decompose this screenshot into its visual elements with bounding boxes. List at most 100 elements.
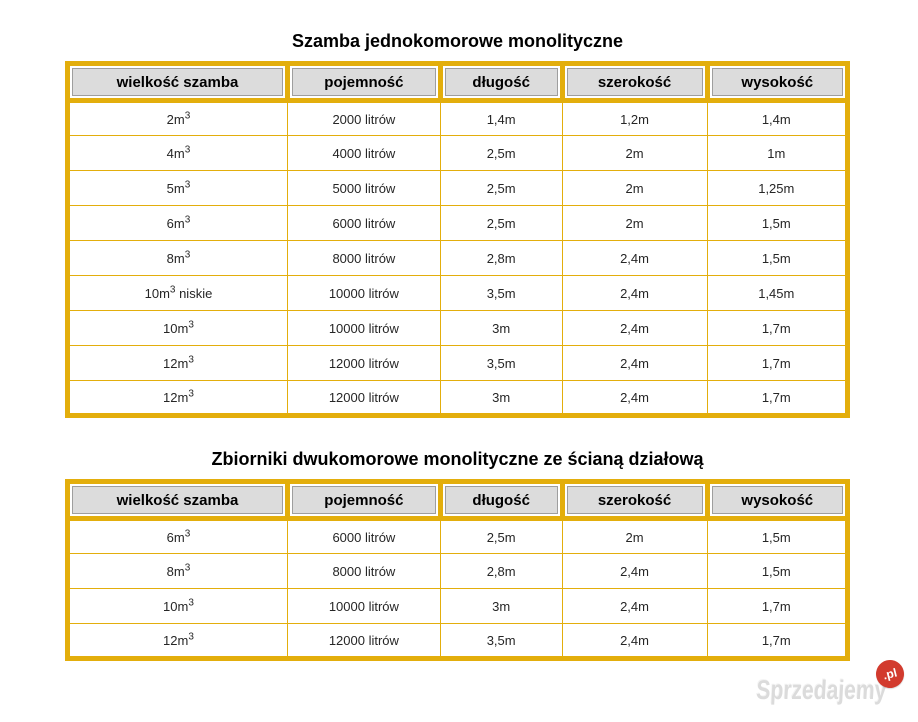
cell-height: 1,45m: [706, 275, 849, 311]
cell-capacity: 10000 litrów: [286, 588, 441, 624]
cell-size: 12m3: [67, 623, 288, 659]
size-superscript: 3: [188, 354, 194, 366]
column-header-label: wysokość: [711, 68, 843, 96]
table-row: 5m3 5000 litrów 2,5m 2m 1,25m: [67, 170, 849, 206]
cell-length: 2,5m: [439, 205, 563, 241]
cell-length: 3m: [439, 380, 563, 416]
cell-height: 1,7m: [706, 310, 849, 346]
column-header: szerokość: [559, 61, 710, 103]
column-header: pojemność: [284, 479, 443, 521]
cell-capacity: 8000 litrów: [286, 240, 441, 276]
cell-height: 1,5m: [706, 205, 849, 241]
cell-height: 1,5m: [706, 553, 849, 589]
cell-length: 2,5m: [439, 170, 563, 206]
cell-capacity: 8000 litrów: [286, 553, 441, 589]
cell-height: 1,4m: [706, 100, 849, 136]
cell-width: 2m: [561, 135, 708, 171]
cell-width: 2,4m: [561, 380, 708, 416]
size-superscript: 3: [184, 110, 191, 122]
cell-size: 10m3: [67, 310, 288, 346]
column-header: wielkość szamba: [65, 479, 290, 521]
cell-capacity: 10000 litrów: [286, 310, 441, 346]
cell-capacity: 5000 litrów: [286, 170, 441, 206]
cell-width: 1,2m: [561, 100, 708, 136]
table-row: 10m3 10000 litrów 3m 2,4m 1,7m: [67, 310, 849, 346]
table-title-jednokomorowe: Szamba jednokomorowe monolityczne: [291, 31, 624, 51]
size-superscript: 3: [188, 631, 194, 643]
cell-width: 2,4m: [561, 310, 708, 346]
column-header: długość: [437, 479, 565, 521]
cell-size: 10m3: [67, 588, 288, 624]
cell-size: 12m3: [67, 345, 288, 381]
cell-length: 2,8m: [439, 553, 563, 589]
table-row: 12m3 12000 litrów 3,5m 2,4m 1,7m: [67, 623, 849, 659]
table-row: 6m3 6000 litrów 2,5m 2m 1,5m: [67, 205, 849, 241]
cell-width: 2,4m: [561, 240, 708, 276]
cell-size: 6m3: [67, 205, 288, 241]
spec-table-dwukomorowe: wielkość szamba pojemność długość szerokość…: [65, 479, 851, 661]
cell-height: 1,7m: [706, 623, 849, 659]
table-row: 10m3 10000 litrów 3m 2,4m 1,7m: [67, 588, 849, 624]
column-header-label: długość: [444, 68, 558, 96]
column-header: pojemność: [284, 61, 443, 103]
cell-size: 4m3: [67, 135, 288, 171]
size-superscript: 3: [184, 562, 191, 574]
table-body: 2m3 2000 litrów 1,4m 1,2m 1,4m 4m3 4000 litrów…: [67, 100, 849, 416]
table-row: 8m3 8000 litrów 2,8m 2,4m 1,5m: [67, 553, 849, 589]
column-header-label: wielkość szamba: [72, 68, 283, 96]
table-body: 6m3 6000 litrów 2,5m 2m 1,5m 8m3 8000 litrów 2,…: [67, 518, 849, 659]
cell-length: 1,4m: [439, 100, 563, 136]
size-superscript: 3: [184, 249, 191, 261]
cell-length: 3,5m: [439, 623, 563, 659]
cell-length: 3m: [439, 588, 563, 624]
cell-width: 2,4m: [561, 623, 708, 659]
cell-size: 5m3: [67, 170, 288, 206]
table-row: 8m3 8000 litrów 2,8m 2,4m 1,5m: [67, 240, 849, 276]
column-header-label: pojemność: [291, 68, 436, 96]
size-superscript: 3: [184, 144, 191, 156]
watermark-pl-label: .pl: [881, 665, 899, 683]
cell-length: 2,5m: [439, 518, 563, 554]
cell-capacity: 2000 litrów: [286, 100, 441, 136]
table-row: 12m3 12000 litrów 3,5m 2,4m 1,7m: [67, 345, 849, 381]
column-header-label: szerokość: [566, 68, 703, 96]
cell-length: 3,5m: [439, 275, 563, 311]
column-header-label: wielkość szamba: [72, 486, 283, 514]
size-superscript: 3: [188, 319, 194, 331]
cell-height: 1m: [706, 135, 849, 171]
size-superscript: 3: [184, 528, 191, 540]
cell-capacity: 12000 litrów: [286, 623, 441, 659]
table-header: wielkość szamba pojemność długość szerokość…: [65, 61, 851, 103]
cell-width: 2m: [561, 518, 708, 554]
cell-width: 2,4m: [561, 275, 708, 311]
size-superscript: 3: [184, 179, 191, 191]
table-row: 2m3 2000 litrów 1,4m 1,2m 1,4m: [67, 100, 849, 136]
cell-width: 2,4m: [561, 553, 708, 589]
column-header-label: pojemność: [291, 486, 436, 514]
cell-height: 1,5m: [706, 240, 849, 276]
cell-size: 10m3 niskie: [67, 275, 288, 311]
column-header-label: szerokość: [566, 486, 703, 514]
cell-length: 2,5m: [439, 135, 563, 171]
column-header: wysokość: [704, 61, 851, 103]
cell-size: 2m3: [67, 100, 288, 136]
size-superscript: 3: [184, 214, 191, 226]
cell-capacity: 6000 litrów: [286, 518, 441, 554]
table-row: 12m3 12000 litrów 3m 2,4m 1,7m: [67, 380, 849, 416]
size-superscript: 3: [188, 388, 194, 400]
spec-table-jednokomorowe: wielkość szamba pojemność długość szerokość…: [65, 61, 851, 418]
watermark-brand-text: Sprzedajemy: [756, 675, 888, 705]
size-superscript: 3: [169, 284, 176, 296]
header-row: wielkość szamba pojemność długość szerokość…: [65, 61, 851, 103]
table-row: 4m3 4000 litrów 2,5m 2m 1m: [67, 135, 849, 171]
column-header: wielkość szamba: [65, 61, 290, 103]
cell-height: 1,25m: [706, 170, 849, 206]
column-header: wysokość: [704, 479, 851, 521]
column-header-label: długość: [444, 486, 558, 514]
column-header: szerokość: [559, 479, 710, 521]
table-row: 6m3 6000 litrów 2,5m 2m 1,5m: [67, 518, 849, 554]
size-superscript: 3: [188, 597, 194, 609]
cell-capacity: 12000 litrów: [286, 380, 441, 416]
cell-height: 1,7m: [706, 345, 849, 381]
